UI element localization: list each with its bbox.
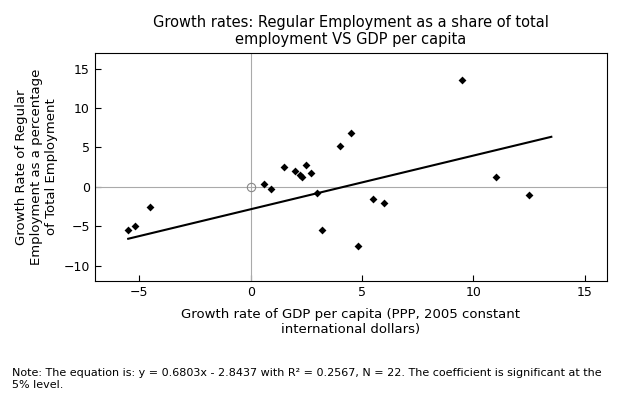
Point [290, 168, 300, 174]
Point [302, 162, 312, 168]
Y-axis label: Growth Rate of Regular
Employment as a percentage
of Total Employment: Growth Rate of Regular Employment as a p… [15, 69, 58, 265]
Point [306, 169, 316, 176]
X-axis label: Growth rate of GDP per capita (PPP, 2005 constant
international dollars): Growth rate of GDP per capita (PPP, 2005… [182, 308, 521, 336]
Point [379, 199, 389, 206]
Point [123, 227, 133, 233]
Point [146, 203, 156, 210]
Point [353, 243, 363, 249]
Point [457, 77, 467, 84]
Point [524, 191, 534, 198]
Point [130, 223, 140, 229]
Point [368, 195, 378, 202]
Point [312, 190, 322, 196]
Point [335, 143, 345, 149]
Title: Growth rates: Regular Employment as a share of total
employment VS GDP per capit: Growth rates: Regular Employment as a sh… [153, 15, 549, 47]
Point [346, 130, 356, 136]
Point [295, 172, 305, 178]
Point [266, 186, 276, 192]
Point [491, 174, 501, 180]
Point [279, 164, 289, 170]
Point [259, 181, 269, 188]
Point [317, 227, 327, 233]
Text: Note: The equation is: y = 0.6803x - 2.8437 with R² = 0.2567, N = 22. The coeffi: Note: The equation is: y = 0.6803x - 2.8… [12, 368, 602, 390]
Point [297, 174, 307, 180]
Point [78, 235, 88, 241]
